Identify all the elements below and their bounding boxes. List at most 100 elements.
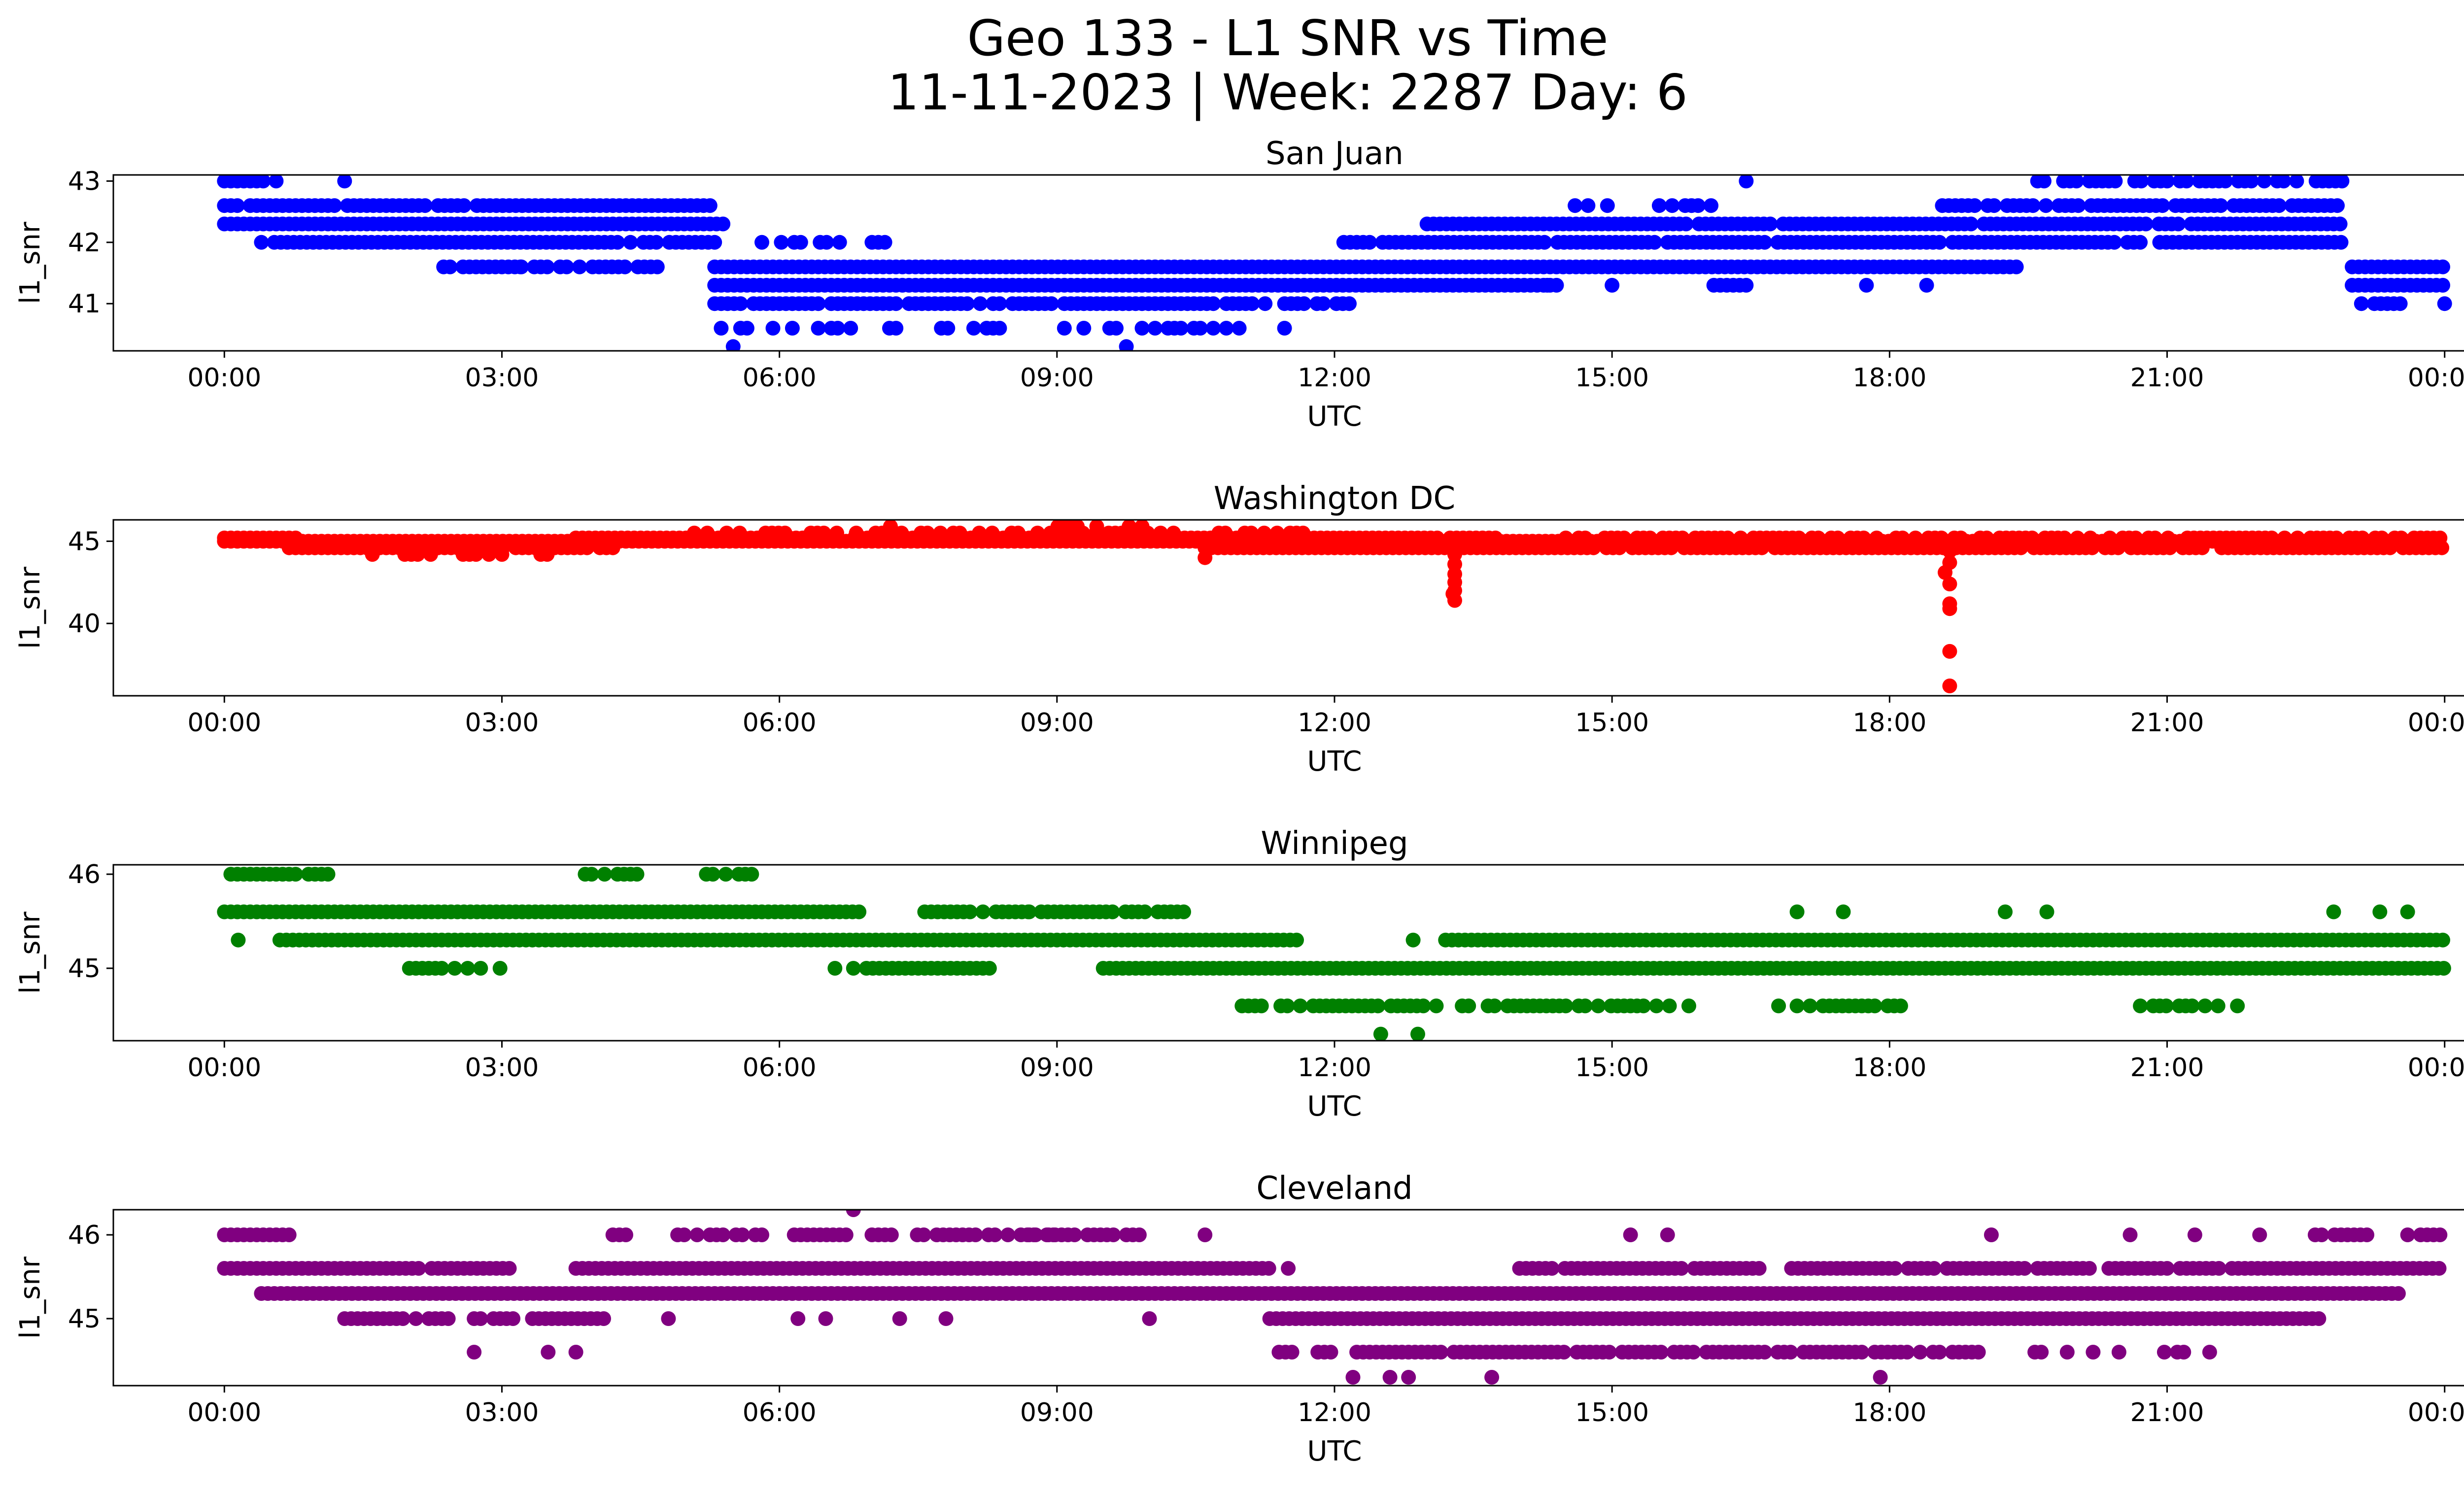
data-point	[1900, 1345, 1915, 1360]
data-point	[1488, 530, 1503, 545]
data-point	[2134, 175, 2149, 189]
data-point	[617, 259, 633, 274]
data-point	[2244, 175, 2259, 189]
data-point	[1674, 1261, 1689, 1276]
data-point	[618, 1227, 633, 1242]
data-point	[1739, 277, 1754, 293]
data-point	[2159, 175, 2175, 189]
data-point	[1067, 1227, 1082, 1242]
data-point	[1869, 530, 1884, 545]
y-tick-label: 46	[68, 1221, 101, 1250]
data-point	[2185, 998, 2200, 1014]
data-point	[1895, 530, 1910, 545]
data-point	[2213, 198, 2228, 213]
data-point	[2277, 530, 2292, 545]
data-point	[916, 1227, 931, 1242]
data-point	[1362, 235, 1377, 250]
data-point	[827, 961, 843, 976]
data-point	[434, 961, 449, 976]
data-point	[2355, 530, 2370, 545]
x-tick-label: 09:00	[1020, 363, 1094, 393]
x-tick-label: 00:00	[2408, 708, 2464, 738]
data-point	[1926, 1261, 1942, 1276]
data-point	[2400, 1227, 2415, 1242]
data-point	[473, 961, 488, 976]
data-point	[1733, 530, 1748, 545]
data-point	[411, 1261, 426, 1276]
data-point	[254, 235, 269, 250]
data-point	[629, 867, 645, 882]
data-point	[1487, 998, 1502, 1014]
data-point	[1789, 904, 1805, 919]
data-point	[677, 1227, 692, 1242]
data-point	[889, 321, 904, 336]
data-point	[1662, 998, 1677, 1014]
data-point	[1942, 544, 1957, 559]
data-point	[877, 235, 892, 250]
data-point	[702, 198, 718, 213]
data-point	[1433, 1345, 1448, 1360]
data-point	[2179, 175, 2194, 189]
data-point	[765, 321, 781, 336]
axes-frame	[112, 864, 2464, 1042]
data-point	[1176, 904, 1191, 919]
data-point	[733, 296, 748, 311]
data-point	[982, 961, 997, 976]
data-point	[1854, 1345, 1869, 1360]
data-point	[2025, 198, 2041, 213]
data-point	[337, 175, 352, 189]
data-point	[2038, 198, 2053, 213]
data-point	[1342, 296, 1357, 311]
x-axis-label: UTC	[1307, 746, 1362, 778]
data-point	[1131, 1227, 1147, 1242]
data-point	[1429, 998, 1444, 1014]
y-axis-label: l1_snr	[14, 911, 46, 994]
data-point	[1193, 321, 1208, 336]
data-point	[2159, 1261, 2175, 1276]
data-point	[2290, 530, 2305, 545]
data-point	[1166, 525, 1181, 541]
x-tick-label: 06:00	[743, 708, 817, 738]
data-point	[1277, 321, 1292, 336]
data-point	[1605, 277, 1620, 293]
data-point	[1445, 586, 1461, 602]
x-tick-label: 21:00	[2130, 1053, 2204, 1083]
data-point	[1739, 175, 1754, 189]
data-point	[884, 1227, 899, 1242]
data-point	[467, 1345, 482, 1360]
data-point	[829, 525, 844, 541]
data-point	[2160, 530, 2176, 545]
data-point	[1089, 520, 1104, 534]
data-point	[894, 525, 909, 541]
data-point	[1296, 525, 1311, 541]
x-tick-label: 21:00	[2130, 708, 2204, 738]
data-point	[2086, 1345, 2101, 1360]
data-point	[2435, 277, 2450, 293]
panel-title: Washington DC	[1214, 480, 1455, 517]
data-point	[2009, 259, 2024, 274]
x-tick-label: 06:00	[743, 1053, 817, 1083]
data-point	[1410, 1026, 1425, 1041]
data-point	[456, 198, 472, 213]
data-point	[1401, 1370, 1416, 1385]
data-point	[1198, 1227, 1213, 1242]
data-point	[1540, 277, 1555, 293]
x-axis-label: UTC	[1307, 401, 1362, 433]
panel-title: Cleveland	[1256, 1170, 1412, 1207]
data-point	[2436, 961, 2451, 976]
data-point	[2314, 1227, 2329, 1242]
data-point	[2393, 296, 2408, 311]
data-point	[1022, 904, 1037, 919]
data-point	[754, 1227, 769, 1242]
data-point	[1577, 530, 1593, 545]
data-point	[754, 235, 769, 250]
data-point	[2176, 1345, 2191, 1360]
x-tick-label: 12:00	[1298, 1053, 1371, 1083]
x-tick-label: 18:00	[1852, 363, 1926, 393]
data-point	[1134, 520, 1150, 534]
data-point	[1942, 601, 1957, 616]
data-point	[1070, 520, 1085, 534]
data-point	[327, 198, 342, 213]
data-point	[460, 961, 475, 976]
